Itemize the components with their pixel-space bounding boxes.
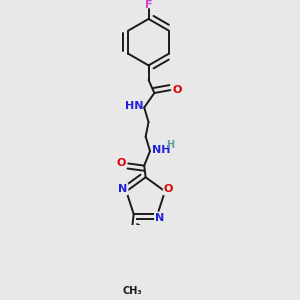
Text: O: O — [116, 158, 126, 169]
Text: O: O — [173, 85, 182, 95]
Text: HN: HN — [125, 101, 143, 111]
Text: O: O — [164, 184, 173, 194]
Text: H: H — [166, 140, 174, 150]
Text: N: N — [118, 184, 127, 194]
Text: N: N — [155, 213, 164, 223]
Text: F: F — [145, 0, 152, 10]
Text: CH₃: CH₃ — [122, 286, 142, 296]
Text: NH: NH — [152, 145, 171, 155]
